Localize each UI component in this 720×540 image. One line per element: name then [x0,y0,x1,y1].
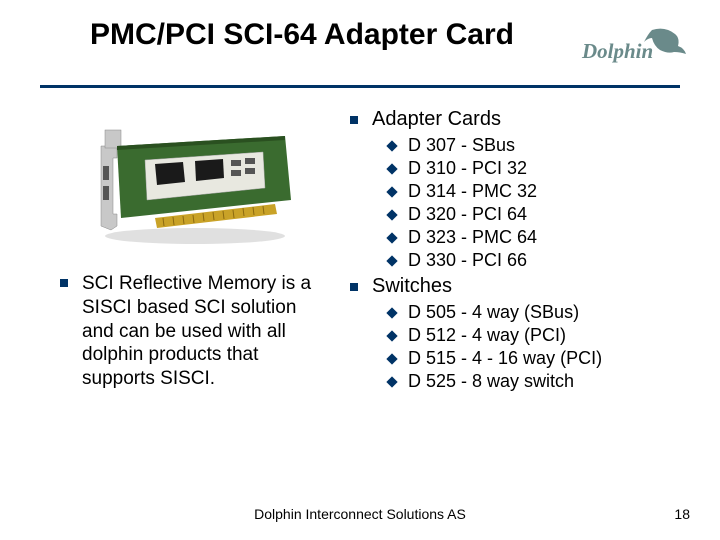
section-label: Switches [372,275,452,298]
svg-text:Dolphin: Dolphin [581,39,653,63]
square-bullet-icon [350,283,358,291]
diamond-bullet-icon [386,209,397,220]
list-item: D 505 - 4 way (SBus) [408,302,579,323]
square-bullet-icon [350,116,358,124]
diamond-bullet-icon [386,232,397,243]
left-description: SCI Reflective Memory is a SISCI based S… [82,272,330,391]
list-item: D 307 - SBus [408,135,515,156]
diamond-bullet-icon [386,255,397,266]
diamond-bullet-icon [386,186,397,197]
page-number: 18 [674,506,690,522]
slide-title: PMC/PCI SCI-64 Adapter Card [40,18,514,53]
dolphin-logo: Dolphin [580,24,690,77]
diamond-bullet-icon [386,353,397,364]
list-item: D 512 - 4 way (PCI) [408,325,566,346]
diamond-bullet-icon [386,376,397,387]
list-item: D 323 - PMC 64 [408,227,537,248]
list-item: D 320 - PCI 64 [408,204,527,225]
diamond-bullet-icon [386,163,397,174]
list-item: D 330 - PCI 66 [408,250,527,271]
header-divider [40,85,680,88]
adapter-card-image [75,118,305,248]
list-item: D 515 - 4 - 16 way (PCI) [408,348,602,369]
diamond-bullet-icon [386,140,397,151]
list-item: D 314 - PMC 32 [408,181,537,202]
diamond-bullet-icon [386,330,397,341]
list-item: D 525 - 8 way switch [408,371,574,392]
square-bullet-icon [60,279,68,287]
diamond-bullet-icon [386,307,397,318]
footer-text: Dolphin Interconnect Solutions AS [0,506,720,522]
section-label: Adapter Cards [372,108,501,131]
list-item: D 310 - PCI 32 [408,158,527,179]
right-list: Adapter Cards D 307 - SBus D 310 - PCI 3… [350,108,680,394]
